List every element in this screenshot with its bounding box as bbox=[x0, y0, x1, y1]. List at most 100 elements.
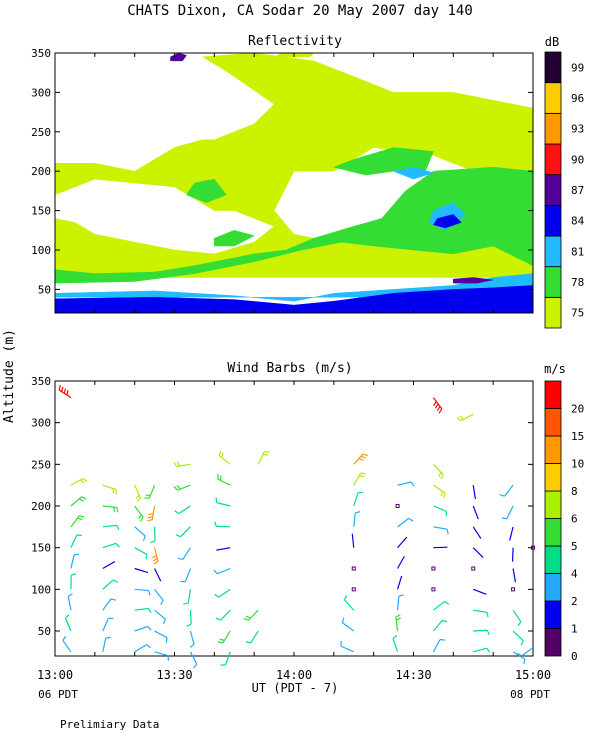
reflectivity-title: Reflectivity bbox=[248, 34, 342, 49]
reflectivity-y-tick-label: 100 bbox=[31, 244, 51, 257]
wind-barb bbox=[134, 484, 142, 502]
reflectivity-y-tick-label: 300 bbox=[31, 86, 51, 99]
wind-barb bbox=[70, 534, 82, 548]
reflectivity-region-78db bbox=[55, 166, 533, 298]
reflectivity-colorbar-swatch bbox=[544, 204, 562, 237]
wind-barb bbox=[175, 526, 191, 538]
wind-barb bbox=[353, 491, 364, 507]
reflectivity-colorbar-swatch bbox=[544, 112, 562, 145]
reflectivity-region-75db bbox=[55, 53, 533, 278]
wind-barb bbox=[216, 547, 231, 551]
wind-barb bbox=[102, 598, 117, 611]
wind-barb bbox=[472, 526, 482, 539]
wind-barb bbox=[509, 526, 514, 541]
wind-barb bbox=[102, 505, 119, 513]
reflectivity-plot-area bbox=[54, 52, 534, 314]
wind-barb bbox=[154, 651, 170, 661]
wind-colorbar-label: 10 bbox=[571, 458, 584, 471]
wind-barb bbox=[218, 450, 231, 465]
wind-colorbar-swatch bbox=[544, 518, 562, 547]
wind-barb bbox=[152, 547, 159, 565]
wind-y-tick-label: 200 bbox=[31, 500, 51, 513]
wind-y-tick-label: 300 bbox=[31, 417, 51, 430]
reflectivity-region-84db bbox=[433, 214, 462, 229]
reflectivity-region-78db bbox=[186, 178, 227, 203]
wind-colorbar-swatch bbox=[544, 435, 562, 464]
wind-barb bbox=[395, 614, 401, 632]
wind-colorbar-swatch bbox=[544, 380, 562, 409]
wind-barb bbox=[472, 485, 477, 500]
wind-barb bbox=[183, 589, 192, 605]
wind-barb bbox=[501, 505, 514, 520]
wind-barb bbox=[67, 593, 73, 611]
wind-colorbar-label: 20 bbox=[571, 403, 584, 416]
reflectivity-colorbar-swatch bbox=[544, 296, 562, 329]
wind-colorbar-unit: m/s bbox=[544, 362, 566, 376]
wind-calm-marker bbox=[431, 587, 436, 592]
wind-colorbar-swatch bbox=[544, 408, 562, 437]
wind-barb bbox=[177, 547, 191, 560]
wind-barb bbox=[392, 634, 399, 653]
x-axis-start-note: 06 PDT bbox=[38, 688, 78, 701]
wind-colorbar-swatch bbox=[544, 545, 562, 574]
reflectivity-y-tick-label: 250 bbox=[31, 126, 51, 139]
wind-barb bbox=[396, 594, 404, 611]
wind-barb bbox=[189, 651, 198, 669]
wind-barb bbox=[517, 647, 534, 657]
wind-barb bbox=[397, 517, 414, 528]
wind-barb bbox=[353, 511, 361, 527]
wind-barb bbox=[134, 607, 152, 614]
wind-calm-marker bbox=[395, 504, 400, 508]
wind-barb bbox=[341, 617, 355, 632]
x-tick-label: 13:00 bbox=[37, 668, 73, 682]
wind-colorbar-label: 1 bbox=[571, 623, 578, 636]
reflectivity-colorbar: 75 78 81 84 87 90 93 96 99 bbox=[544, 51, 585, 329]
reflectivity-colorbar-swatch bbox=[544, 174, 562, 206]
x-tick-label: 15:00 bbox=[515, 668, 551, 682]
wind-barb bbox=[180, 568, 191, 583]
wind-colorbar-label: 2 bbox=[571, 595, 578, 608]
wind-barb bbox=[353, 453, 368, 465]
reflectivity-colorbar-swatch bbox=[544, 143, 562, 176]
wind-calm-marker bbox=[511, 587, 516, 592]
wind-barb bbox=[102, 560, 116, 570]
wind-barb bbox=[397, 481, 415, 487]
wind-colorbar-swatch bbox=[544, 463, 562, 492]
wind-barb bbox=[217, 473, 231, 486]
wind-barb bbox=[343, 595, 355, 611]
wind-barb bbox=[473, 588, 487, 595]
wind-barb bbox=[189, 630, 195, 648]
wind-y-tick-label: 250 bbox=[31, 458, 51, 471]
reflectivity-colorbar-unit: dB bbox=[545, 35, 559, 49]
wind-colorbar-label: 8 bbox=[571, 485, 578, 498]
wind-colorbar-swatch bbox=[544, 600, 562, 629]
x-axis-label: UT (PDT - 7) bbox=[252, 681, 339, 695]
wind-barb bbox=[147, 505, 156, 522]
reflectivity-colorbar-label: 75 bbox=[571, 307, 584, 320]
reflectivity-region-78db bbox=[214, 230, 255, 247]
wind-barb bbox=[154, 568, 162, 582]
wind-barb bbox=[217, 630, 231, 644]
wind-barb bbox=[432, 619, 448, 632]
wind-colorbar-label: 0 bbox=[571, 650, 578, 663]
wind-calm-marker bbox=[471, 566, 476, 571]
reflectivity-colorbar-label: 90 bbox=[571, 153, 584, 166]
reflectivity-colorbar-swatch bbox=[544, 82, 562, 114]
wind-barb bbox=[432, 638, 446, 653]
wind-y-tick-label: 350 bbox=[31, 375, 51, 388]
wind-barb bbox=[396, 575, 403, 590]
wind-barb bbox=[456, 413, 474, 422]
reflectivity-region-87db bbox=[453, 277, 494, 284]
wind-barb bbox=[70, 496, 87, 507]
wind-barb bbox=[432, 463, 444, 480]
wind-calm-marker bbox=[351, 587, 356, 592]
wind-barb bbox=[102, 542, 120, 549]
wind-barb bbox=[62, 635, 72, 653]
wind-barb bbox=[102, 617, 114, 632]
wind-calm-marker bbox=[431, 566, 436, 571]
wind-barb bbox=[433, 526, 449, 535]
wind-barb bbox=[154, 588, 164, 605]
x-tick-label: 14:00 bbox=[276, 668, 312, 682]
wind-barb bbox=[134, 625, 152, 632]
